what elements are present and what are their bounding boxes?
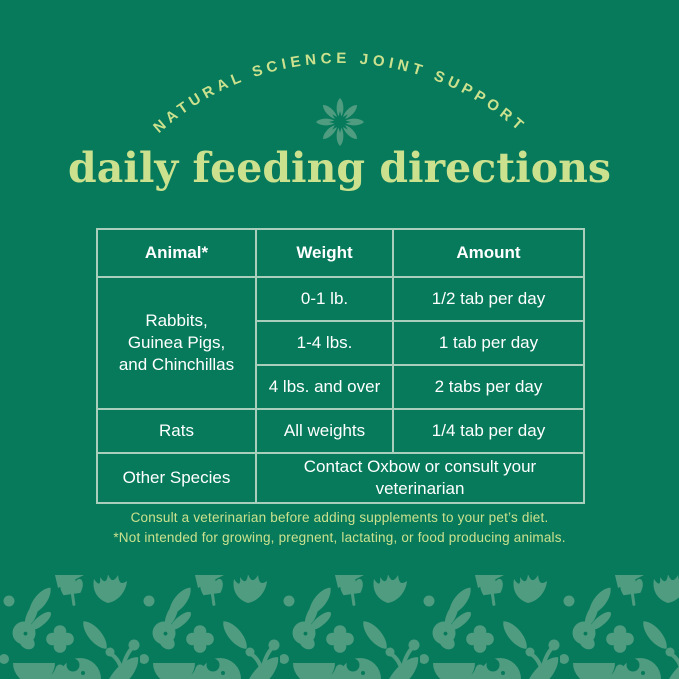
amount-cell: 1/4 tab per day (392, 408, 585, 454)
star-cutout-icon (329, 111, 351, 133)
table-row: 1-4 lbs. 1 tab per day (97, 320, 585, 366)
footnotes: Consult a veterinarian before adding sup… (0, 508, 679, 547)
table-header-row: Animal* Weight Amount (96, 228, 585, 278)
amount-cell: 2 tabs per day (392, 364, 585, 410)
column-header-weight: Weight (255, 228, 394, 278)
table-row: 4 lbs. and over 2 tabs per day (97, 364, 585, 410)
table-row: Rats All weights 1/4 tab per day (96, 408, 585, 454)
amount-cell: 1/2 tab per day (392, 276, 585, 322)
animal-cell-rats: Rats (96, 408, 257, 454)
table-row: Rabbits, Guinea Pigs, and Chinchillas 0-… (96, 276, 585, 410)
weight-cell: 1-4 lbs. (255, 320, 394, 366)
feeding-directions-table: Animal* Weight Amount Rabbits, Guinea Pi… (96, 228, 585, 505)
weight-cell: 0-1 lb. (255, 276, 394, 322)
weight-cell: All weights (255, 408, 394, 454)
column-header-animal: Animal* (96, 228, 257, 278)
column-header-amount: Amount (392, 228, 585, 278)
table-row: Other Species Contact Oxbow or consult y… (96, 451, 585, 505)
header-arc-graphic: NATURAL SCIENCE JOINT SUPPORT (150, 50, 525, 146)
contact-instruction-cell: Contact Oxbow or consult your veterinari… (255, 451, 585, 505)
flower-rosette-icon (316, 98, 364, 146)
decorative-animal-pattern-band (0, 575, 679, 679)
animal-cell-rabbits-guinea-pigs-chinchillas: Rabbits, Guinea Pigs, and Chinchillas (96, 276, 257, 410)
page-title: daily feeding directions (68, 144, 611, 192)
amount-cell: 1 tab per day (392, 320, 585, 366)
weight-cell: 4 lbs. and over (255, 364, 394, 410)
animal-cell-other-species: Other Species (96, 451, 257, 505)
footnote-line-2: *Not intended for growing, pregnent, lac… (113, 529, 566, 545)
footnote-line-1: Consult a veterinarian before adding sup… (130, 510, 549, 525)
